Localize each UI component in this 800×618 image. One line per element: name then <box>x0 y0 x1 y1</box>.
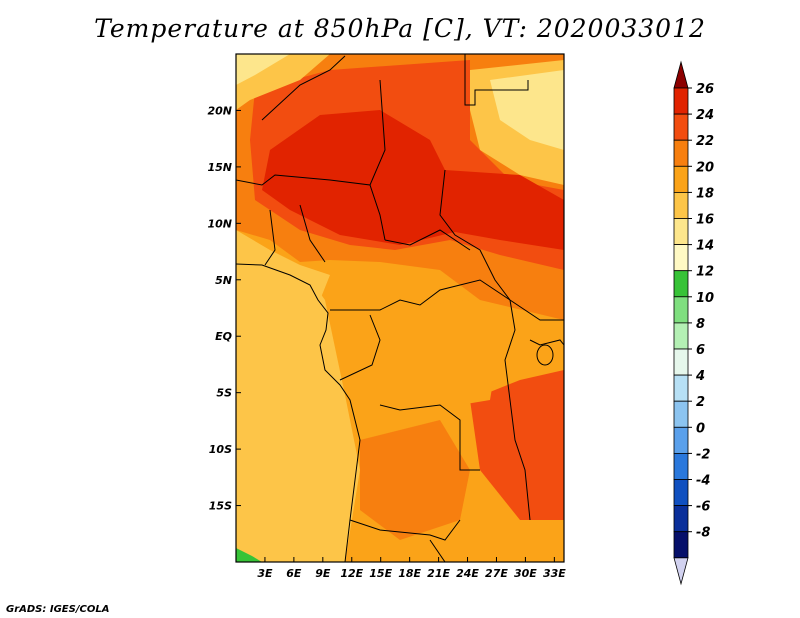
colorbar-box <box>673 374 689 402</box>
y-tick-label: EQ <box>215 330 232 343</box>
y-axis-ticks: 20N 15N 10N 5N EQ 5S 10S 15S <box>207 104 241 513</box>
colorbar-top-arrow <box>673 60 689 89</box>
colorbar-label: 10 <box>696 291 714 306</box>
colorbar-label: 26 <box>696 82 714 97</box>
chart-title: Temperature at 850hPa [C], VT: 202003301… <box>94 14 706 43</box>
colorbar-box <box>673 452 689 480</box>
x-tick-label: 12E <box>340 567 363 580</box>
colorbar-box <box>673 322 689 350</box>
x-tick-label: 30E <box>514 567 537 580</box>
country-borders <box>236 54 564 562</box>
colorbar-label: -8 <box>696 526 710 541</box>
colorbar-box <box>673 191 689 219</box>
y-tick-label: 15N <box>207 161 232 174</box>
x-axis-ticks: 3E 6E 9E 12E 15E 18E 21E 24E 27E 30E 33E <box>257 557 566 580</box>
y-tick-label: 5N <box>215 274 232 287</box>
x-tick-label: 9E <box>315 567 331 580</box>
colorbar-label: 4 <box>695 369 705 384</box>
x-tick-label: 27E <box>485 567 508 580</box>
colorbar-label: 18 <box>696 186 714 201</box>
colorbar-label: 20 <box>696 160 714 175</box>
y-tick-label: 10N <box>207 217 232 230</box>
y-tick-label: 20N <box>207 104 232 117</box>
colorbar-label: 8 <box>696 317 705 332</box>
x-tick-label: 33E <box>543 567 566 580</box>
x-tick-label: 3E <box>257 567 273 580</box>
colorbar-label: 16 <box>696 213 714 228</box>
colorbar-box <box>673 348 689 376</box>
colorbar-box <box>673 479 689 507</box>
colorbar-box <box>673 113 689 141</box>
colorbar-box <box>673 426 689 454</box>
colorbar-box <box>673 139 689 167</box>
colorbar-box <box>673 87 689 115</box>
y-tick-label: 5S <box>216 387 232 400</box>
colorbar-box <box>673 165 689 193</box>
x-tick-label: 15E <box>369 567 392 580</box>
y-tick-label: 10S <box>209 443 232 456</box>
colorbar-box <box>673 531 689 559</box>
colorbar-label: 22 <box>696 134 714 149</box>
colorbar-box <box>673 218 689 246</box>
x-tick-label: 24E <box>456 567 479 580</box>
x-tick-label: 6E <box>286 567 302 580</box>
colorbar-label: 14 <box>696 239 714 254</box>
colorbar-box <box>673 505 689 533</box>
colorbar-label: 0 <box>696 421 705 436</box>
colorbar-box <box>673 296 689 324</box>
colorbar-label: -6 <box>696 500 710 515</box>
colorbar-box <box>673 400 689 428</box>
colorbar-box <box>673 244 689 272</box>
y-tick-label: 15S <box>209 500 232 513</box>
colorbar-label: -4 <box>696 474 710 489</box>
grads-credit: GrADS: IGES/COLA <box>6 604 110 615</box>
colorbar-label: 2 <box>696 395 705 410</box>
temperature-field <box>236 54 564 562</box>
colorbar-label: 6 <box>696 343 705 358</box>
map-frame <box>235 53 565 563</box>
colorbar-label: -2 <box>696 447 710 462</box>
colorbar-label: 12 <box>696 265 714 280</box>
x-tick-label: 21E <box>427 567 450 580</box>
colorbar-label: 24 <box>696 108 714 123</box>
x-tick-label: 18E <box>398 567 421 580</box>
colorbar-box <box>673 270 689 298</box>
colorbar-bottom-arrow <box>673 557 689 586</box>
